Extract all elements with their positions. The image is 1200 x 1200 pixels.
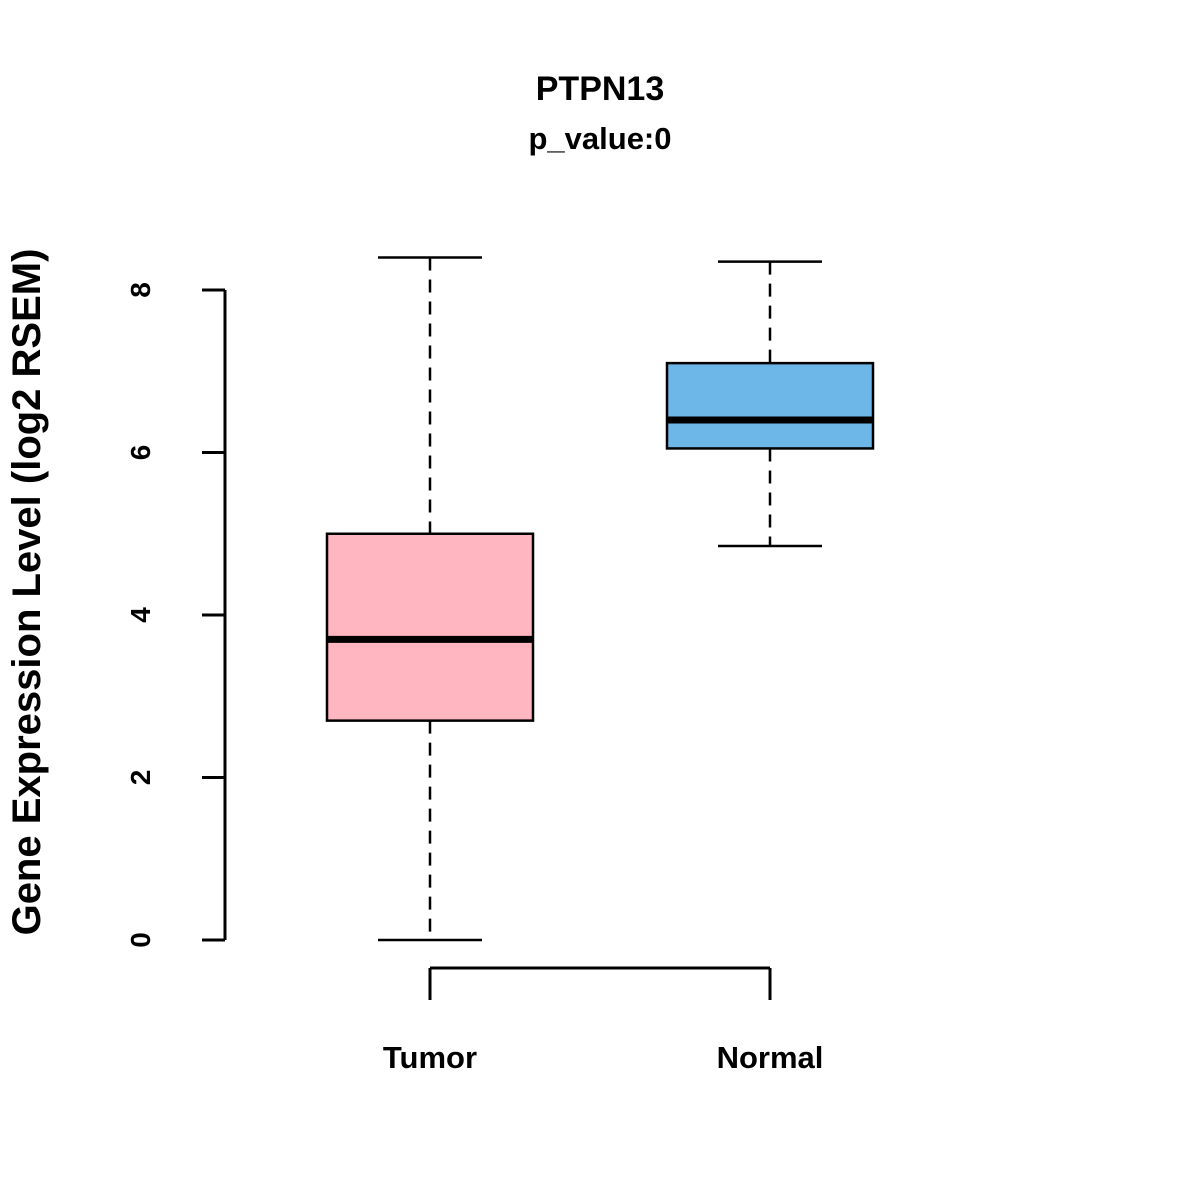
y-tick-label: 2	[125, 770, 156, 786]
chart-title: PTPN13	[536, 70, 665, 108]
y-tick-label: 8	[125, 282, 156, 298]
chart-subtitle: p_value:0	[528, 121, 671, 156]
box-normal	[665, 361, 875, 450]
category-label-normal: Normal	[717, 1040, 824, 1075]
category-label-tumor: Tumor	[383, 1040, 477, 1075]
box-tumor	[325, 532, 535, 722]
y-axis-label: Gene Expression Level (log2 RSEM)	[5, 249, 49, 936]
y-tick-label: 6	[125, 445, 156, 461]
plot-area: 0 2 4 6 8 Tumor Normal	[125, 256, 875, 1075]
y-tick-label: 0	[125, 932, 156, 948]
y-tick-label: 4	[125, 607, 156, 623]
